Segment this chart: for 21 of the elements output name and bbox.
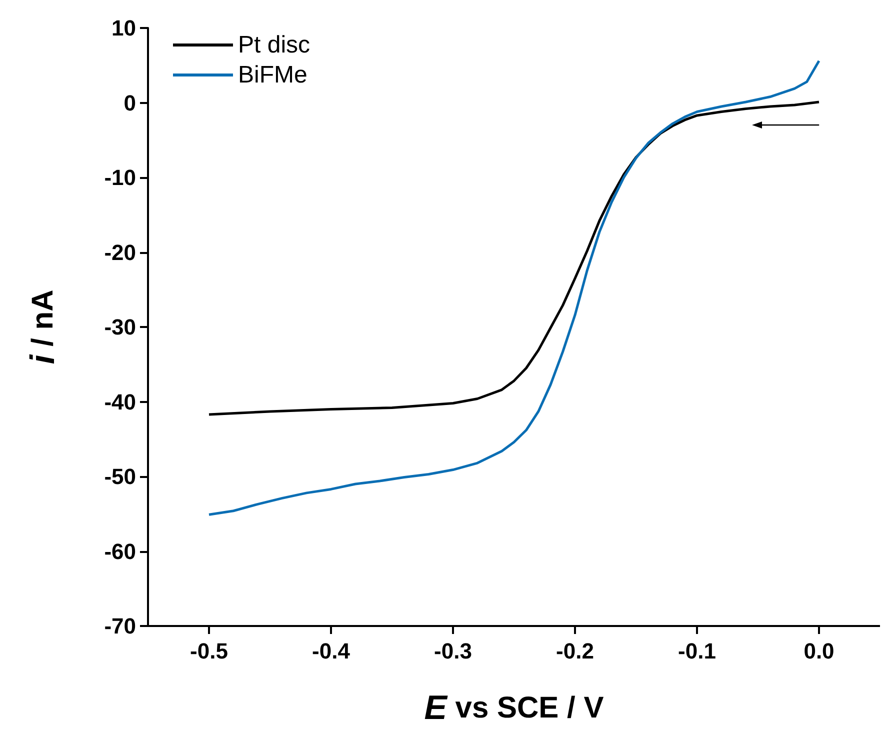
x-axis-title: E vs SCE / V	[424, 689, 604, 727]
y-tick-label: -10	[104, 165, 136, 190]
line-series	[208, 60, 820, 516]
y-tick-label: -50	[104, 464, 136, 489]
y-tick-label: -20	[104, 240, 136, 265]
legend-label: Pt disc	[238, 32, 310, 58]
y-tick-label: -40	[104, 389, 136, 414]
y-tick-label: -60	[104, 538, 136, 564]
x-tick-label: -0.4	[312, 638, 351, 664]
x-tick-label: -0.1	[678, 638, 716, 664]
x-tick-label: -0.2	[556, 638, 594, 664]
line-series	[208, 100, 820, 416]
y-tick-label: -30	[104, 314, 136, 340]
y-tick-label: 0	[124, 90, 136, 116]
x-tick-label: -0.5	[190, 638, 228, 664]
y-axis-title: i / nA	[24, 290, 62, 364]
legend-label: BiFMe	[238, 62, 308, 88]
x-tick-label: -0.3	[434, 638, 472, 664]
y-tick-label: 10	[112, 16, 136, 40]
y-tick-label: -70	[104, 614, 136, 638]
x-tick-label: 0.0	[804, 638, 834, 664]
